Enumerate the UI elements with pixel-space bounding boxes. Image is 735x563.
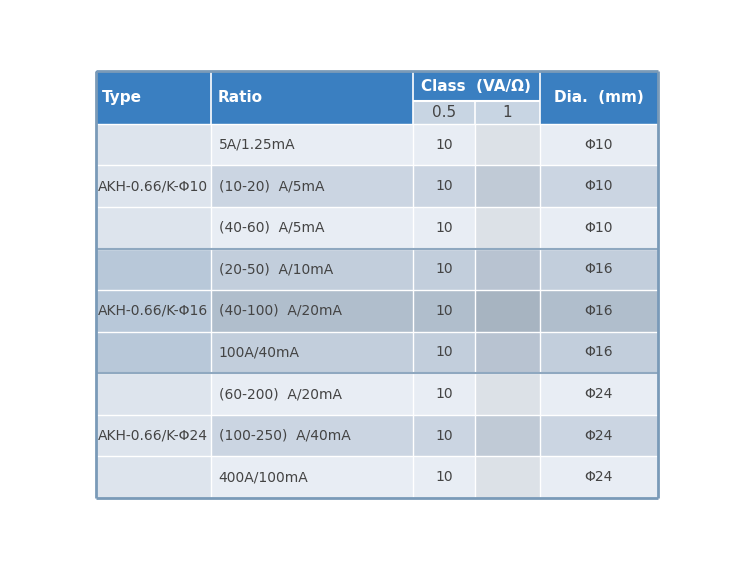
Bar: [539, 72, 658, 124]
Bar: [413, 207, 475, 248]
Bar: [96, 72, 211, 124]
Text: 10: 10: [435, 428, 453, 443]
Text: Class  (VA/Ω): Class (VA/Ω): [421, 79, 531, 93]
Bar: [413, 415, 475, 457]
Text: 10: 10: [435, 470, 453, 484]
Text: AKH-0.66/K-Φ24: AKH-0.66/K-Φ24: [98, 428, 208, 443]
Bar: [413, 124, 475, 166]
Bar: [211, 457, 413, 498]
Bar: [96, 373, 211, 415]
Bar: [539, 248, 658, 290]
Bar: [539, 415, 658, 457]
Text: Dia.  (mm): Dia. (mm): [553, 90, 644, 105]
Bar: [413, 166, 475, 207]
Bar: [211, 290, 413, 332]
Bar: [211, 373, 413, 415]
Bar: [413, 101, 475, 124]
Text: 0.5: 0.5: [432, 105, 456, 120]
Text: (40-60)  A/5mA: (40-60) A/5mA: [219, 221, 324, 235]
Text: Φ16: Φ16: [584, 346, 613, 359]
Bar: [211, 124, 413, 166]
Bar: [475, 290, 539, 332]
Bar: [211, 72, 413, 124]
Bar: [96, 290, 211, 332]
Text: 10: 10: [435, 346, 453, 359]
Bar: [413, 290, 475, 332]
Text: Type: Type: [102, 90, 142, 105]
Text: 10: 10: [435, 221, 453, 235]
Bar: [211, 332, 413, 373]
Text: Φ24: Φ24: [584, 428, 613, 443]
Text: AKH-0.66/K-Φ10: AKH-0.66/K-Φ10: [98, 179, 209, 193]
Bar: [413, 457, 475, 498]
Bar: [96, 124, 211, 166]
Bar: [475, 101, 539, 124]
Bar: [96, 332, 211, 373]
Bar: [413, 332, 475, 373]
Bar: [211, 207, 413, 248]
Text: 10: 10: [435, 137, 453, 151]
Bar: [96, 166, 211, 207]
Bar: [539, 457, 658, 498]
Text: 10: 10: [435, 179, 453, 193]
Text: 100A/40mA: 100A/40mA: [219, 346, 300, 359]
Bar: [475, 332, 539, 373]
Bar: [96, 415, 211, 457]
Bar: [539, 207, 658, 248]
Bar: [96, 248, 211, 290]
Bar: [475, 166, 539, 207]
Text: Φ16: Φ16: [584, 262, 613, 276]
Text: AKH-0.66/K-Φ16: AKH-0.66/K-Φ16: [98, 304, 209, 318]
Text: (20-50)  A/10mA: (20-50) A/10mA: [219, 262, 333, 276]
Text: Φ10: Φ10: [584, 221, 613, 235]
Text: (40-100)  A/20mA: (40-100) A/20mA: [219, 304, 342, 318]
Bar: [211, 248, 413, 290]
Text: 5A/1.25mA: 5A/1.25mA: [219, 137, 295, 151]
Bar: [475, 457, 539, 498]
Bar: [475, 124, 539, 166]
Bar: [539, 332, 658, 373]
Text: 1: 1: [503, 105, 512, 120]
Text: Φ24: Φ24: [584, 470, 613, 484]
Bar: [475, 373, 539, 415]
Bar: [96, 207, 211, 248]
Bar: [413, 248, 475, 290]
Text: Ratio: Ratio: [217, 90, 262, 105]
Text: 400A/100mA: 400A/100mA: [219, 470, 309, 484]
Text: Φ16: Φ16: [584, 304, 613, 318]
Bar: [475, 248, 539, 290]
Bar: [475, 207, 539, 248]
Bar: [96, 457, 211, 498]
Text: Φ24: Φ24: [584, 387, 613, 401]
Bar: [211, 166, 413, 207]
Text: Φ10: Φ10: [584, 137, 613, 151]
Bar: [539, 124, 658, 166]
Text: (60-200)  A/20mA: (60-200) A/20mA: [219, 387, 342, 401]
Bar: [539, 166, 658, 207]
Bar: [211, 415, 413, 457]
Text: 10: 10: [435, 262, 453, 276]
Bar: [539, 290, 658, 332]
Bar: [475, 415, 539, 457]
Text: Φ10: Φ10: [584, 179, 613, 193]
Text: 10: 10: [435, 304, 453, 318]
Text: 10: 10: [435, 387, 453, 401]
Bar: [413, 373, 475, 415]
Bar: [539, 373, 658, 415]
Text: (100-250)  A/40mA: (100-250) A/40mA: [219, 428, 351, 443]
Bar: [413, 72, 539, 101]
Text: (10-20)  A/5mA: (10-20) A/5mA: [219, 179, 324, 193]
